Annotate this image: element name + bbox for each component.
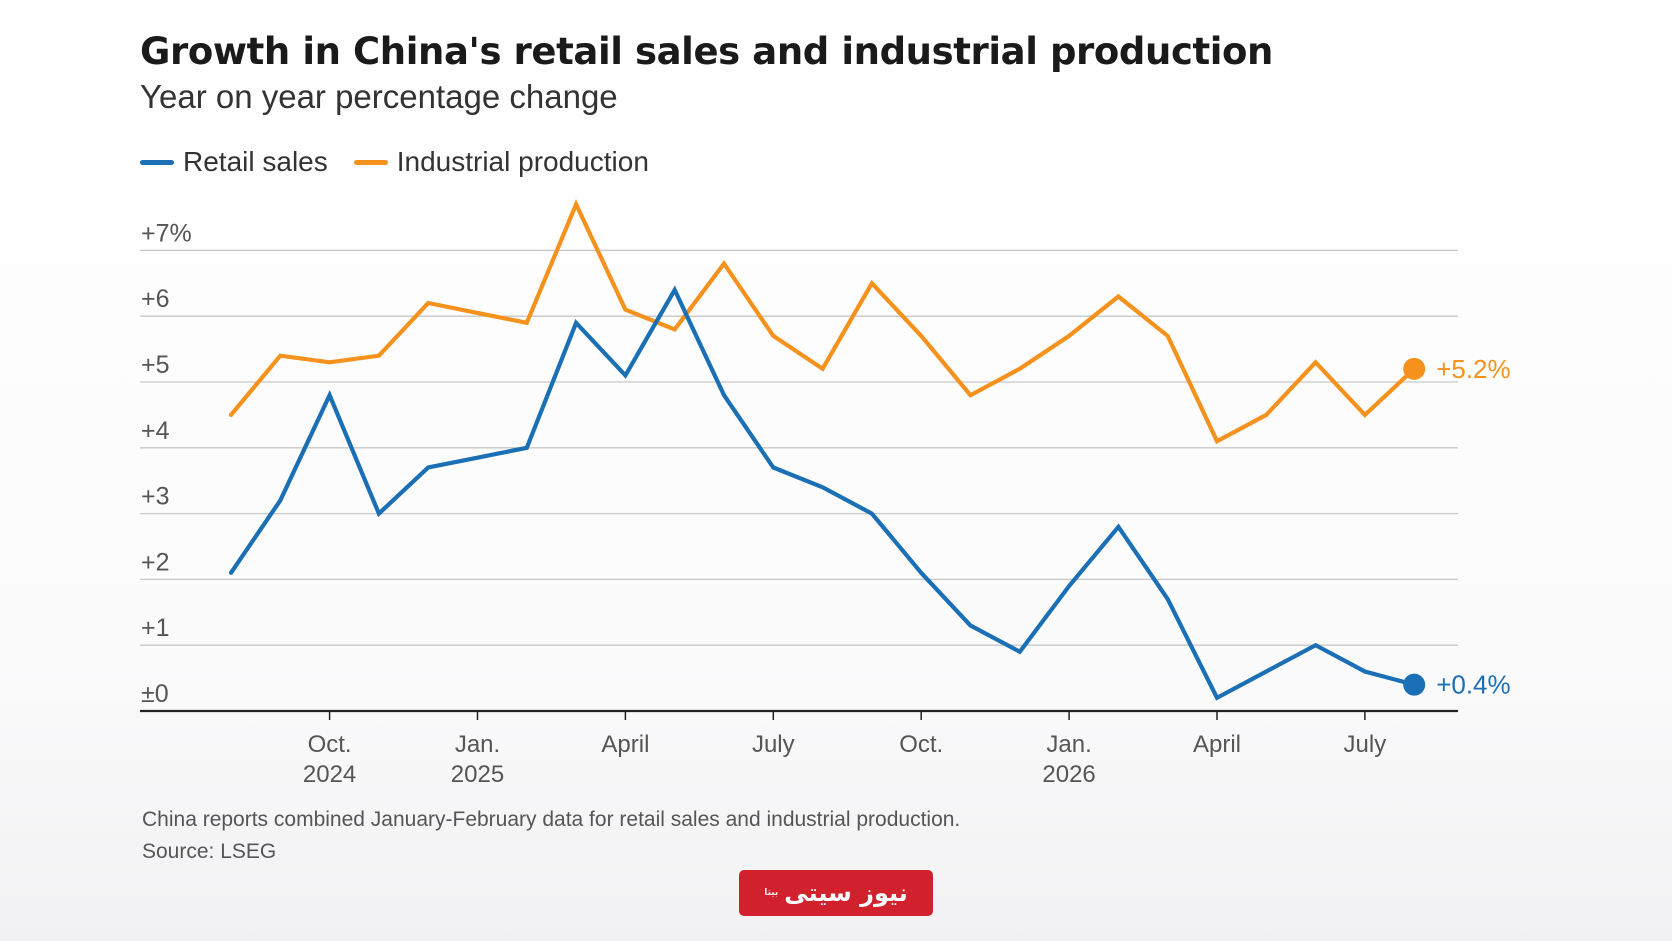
y-tick-label: +5 [141, 351, 170, 379]
x-tick-year-label: 2025 [451, 761, 504, 788]
footnote: China reports combined January-February … [142, 808, 961, 831]
legend-item-retail-sales: Retail sales [140, 146, 328, 178]
y-tick-label: +2 [141, 548, 170, 576]
legend-item-industrial-production: Industrial production [353, 146, 649, 178]
end-marker-retail-sales [1403, 673, 1426, 696]
legend-label-industrial-production: Industrial production [396, 146, 649, 177]
axis-layer: ±0 +1 +2 +3 +4 +5 +6 +7% Oct. 2024 Jan. 2025 April Ju… [140, 219, 1458, 788]
chart-subtitle: Year on year percentage change [140, 78, 618, 115]
y-tick-label: ±0 [141, 680, 169, 708]
y-tick-label: +4 [141, 417, 170, 445]
y-tick-label: +7% [141, 219, 192, 247]
x-tick-label: April [601, 731, 649, 758]
chart-title: Growth in China's retail sales and indus… [140, 30, 1274, 73]
grid-layer [140, 249, 1458, 646]
x-tick-label: Jan. [455, 731, 500, 758]
x-tick-label: Oct. [308, 731, 352, 758]
legend-swatch-retail-sales [140, 159, 174, 165]
series-line-retail-sales [228, 285, 1417, 701]
series-line-industrial-production [228, 199, 1417, 445]
y-tick-label: +3 [141, 483, 170, 511]
news-city-logo: بیتا نیوز سیتی [739, 870, 933, 916]
end-label-industrial-production: +5.2% [1436, 354, 1510, 384]
x-tick-label: July [1344, 731, 1387, 758]
legend: Retail sales Industrial production [140, 146, 675, 178]
x-tick-year-label: 2024 [303, 761, 356, 788]
end-label-retail-sales: +0.4% [1436, 670, 1510, 700]
logo-text: نیوز سیتی [784, 879, 908, 907]
series-layer [228, 199, 1426, 701]
label-layer: +5.2% +0.4% [1436, 354, 1510, 700]
x-tick-label: April [1193, 731, 1241, 758]
x-tick-label: July [752, 731, 795, 758]
legend-swatch-industrial-production [353, 159, 388, 165]
y-tick-label: +1 [141, 614, 170, 642]
x-tick-label: Oct. [899, 731, 943, 758]
y-tick-label: +6 [141, 285, 170, 313]
x-tick-label: Jan. [1046, 731, 1091, 758]
end-marker-industrial-production [1403, 357, 1426, 380]
legend-label-retail-sales: Retail sales [183, 146, 328, 177]
source-note: Source: LSEG [142, 840, 277, 863]
logo-tag: بیتا [764, 888, 779, 898]
x-tick-year-label: 2026 [1042, 761, 1095, 788]
